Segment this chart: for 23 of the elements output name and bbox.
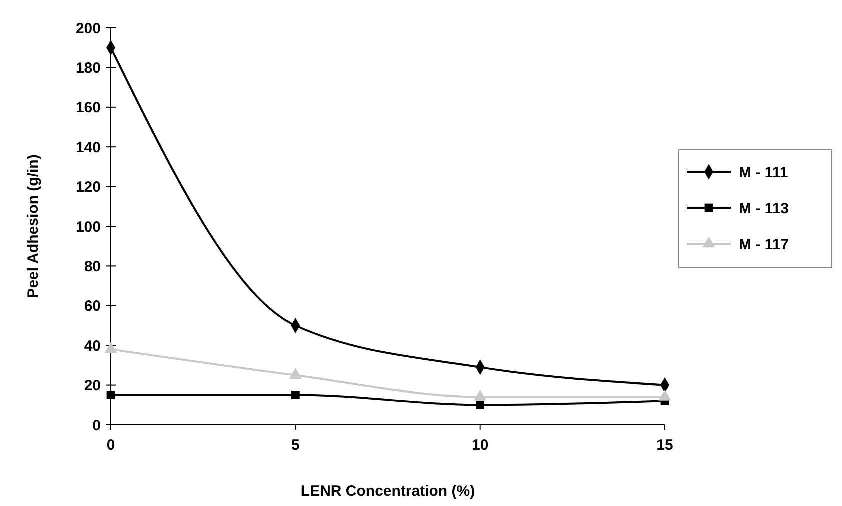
point bbox=[476, 400, 485, 410]
point bbox=[106, 391, 116, 400]
legend-label: M - 117 bbox=[739, 236, 790, 254]
y-tick-label: 40 bbox=[84, 338, 101, 355]
y-tick-label: 20 bbox=[84, 378, 101, 395]
y-tick-label: 60 bbox=[84, 298, 101, 316]
y-tick-label: 120 bbox=[76, 179, 101, 196]
y-axis-title: Peel Adhesion (g/in) bbox=[25, 154, 42, 298]
x-tick-label: 5 bbox=[291, 437, 300, 454]
x-tick-label: 15 bbox=[656, 437, 674, 454]
y-tick-label: 100 bbox=[76, 218, 101, 236]
legend-label: M - 113 bbox=[739, 200, 790, 218]
y-tick-label: 180 bbox=[76, 60, 101, 77]
x-tick-label: 10 bbox=[472, 437, 489, 454]
y-tick-label: 200 bbox=[76, 20, 101, 38]
y-tick-label: 80 bbox=[84, 258, 101, 276]
y-tick-label: 160 bbox=[76, 100, 101, 117]
y-tick-label: 0 bbox=[92, 417, 101, 434]
point bbox=[291, 391, 300, 400]
x-tick-label: 0 bbox=[106, 437, 116, 454]
x-axis-title: LENR Concentration (%) bbox=[300, 483, 476, 500]
legend-label: M - 111 bbox=[739, 164, 788, 182]
y-tick-label: 140 bbox=[76, 139, 101, 156]
